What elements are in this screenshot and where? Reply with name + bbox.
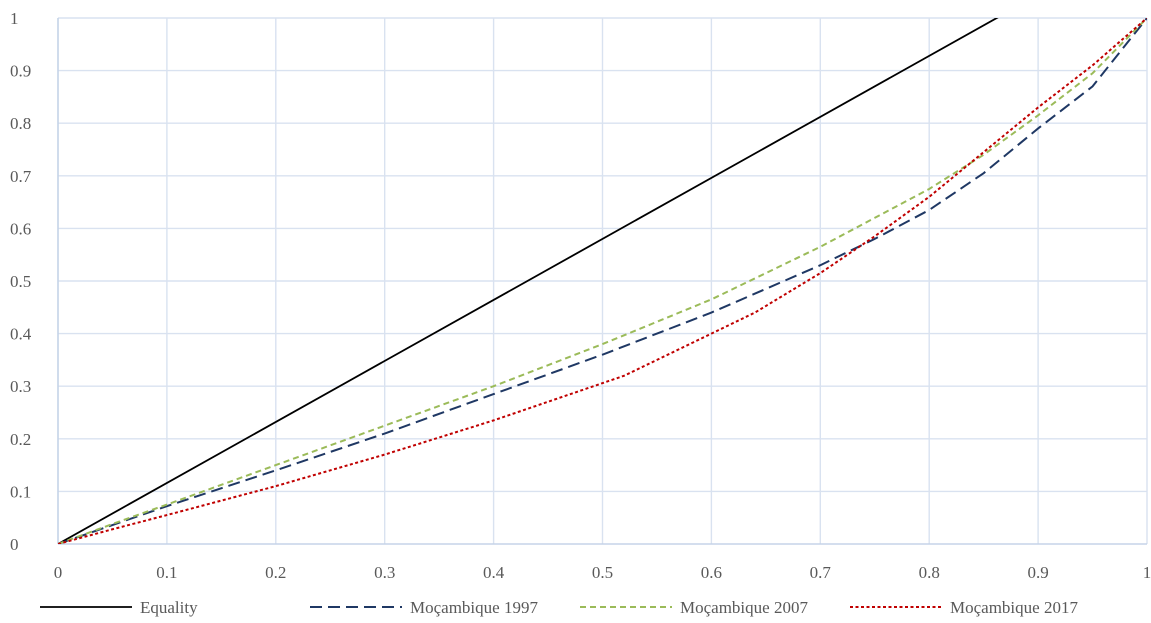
y-tick-label: 1 — [10, 9, 19, 28]
x-tick-label: 1 — [1143, 563, 1151, 582]
y-tick-label: 0.2 — [10, 430, 31, 449]
y-tick-label: 0.3 — [10, 377, 31, 396]
legend-label-3: Moçambique 2007 — [680, 598, 808, 617]
x-tick-label: 0.8 — [919, 563, 940, 582]
x-tick-label: 0.3 — [374, 563, 395, 582]
y-tick-label: 0.4 — [10, 325, 32, 344]
series-line-1 — [58, 18, 999, 544]
axes — [57, 18, 1147, 545]
y-tick-label: 0.5 — [10, 272, 31, 291]
x-tick-label: 0.5 — [592, 563, 613, 582]
legend-label-4: Moçambique 2017 — [950, 598, 1078, 617]
x-tick-label: 0.6 — [701, 563, 722, 582]
y-tick-label: 0.9 — [10, 62, 31, 81]
legend: Equality Moçambique 1997 Moçambique 2007 Mo… — [40, 598, 1078, 617]
y-tick-label: 0.1 — [10, 482, 31, 501]
y-tick-label: 0 — [10, 535, 19, 554]
y-tick-label: 0.6 — [10, 219, 31, 238]
series-line-3 — [58, 18, 1147, 544]
x-tick-label: 0.9 — [1027, 563, 1048, 582]
series-line-2 — [58, 18, 1147, 544]
series-line-4 — [58, 18, 1147, 544]
x-tick-label: 0.2 — [265, 563, 286, 582]
x-tick-label: 0.7 — [810, 563, 832, 582]
legend-label-1: Equality — [140, 598, 198, 617]
gridlines — [58, 17, 1148, 544]
tick-labels: 0 0.1 0.2 0.3 0.4 0.5 0.6 0.7 0.8 0.9 1 0 0.1 0.2 0.3 0… — [10, 9, 1151, 582]
x-tick-label: 0 — [54, 563, 63, 582]
series-lines — [58, 18, 1147, 544]
y-tick-label: 0.7 — [10, 167, 32, 186]
y-tick-label: 0.8 — [10, 114, 31, 133]
legend-label-2: Moçambique 1997 — [410, 598, 538, 617]
x-tick-label: 0.1 — [156, 563, 177, 582]
x-tick-label: 0.4 — [483, 563, 505, 582]
